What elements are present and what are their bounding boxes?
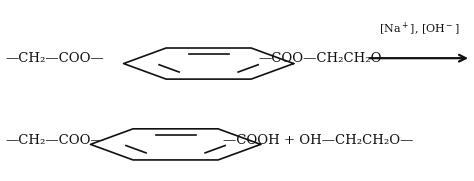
- Text: —CH₂—COO—: —CH₂—COO—: [5, 52, 104, 65]
- Text: —CH₂—COO—: —CH₂—COO—: [5, 134, 104, 147]
- Text: [Na$^+$], [OH$^-$]: [Na$^+$], [OH$^-$]: [379, 20, 459, 37]
- Text: —COOH + OH—CH₂CH₂O—: —COOH + OH—CH₂CH₂O—: [223, 134, 413, 147]
- Text: —COO—CH₂CH₂O—: —COO—CH₂CH₂O—: [258, 52, 395, 65]
